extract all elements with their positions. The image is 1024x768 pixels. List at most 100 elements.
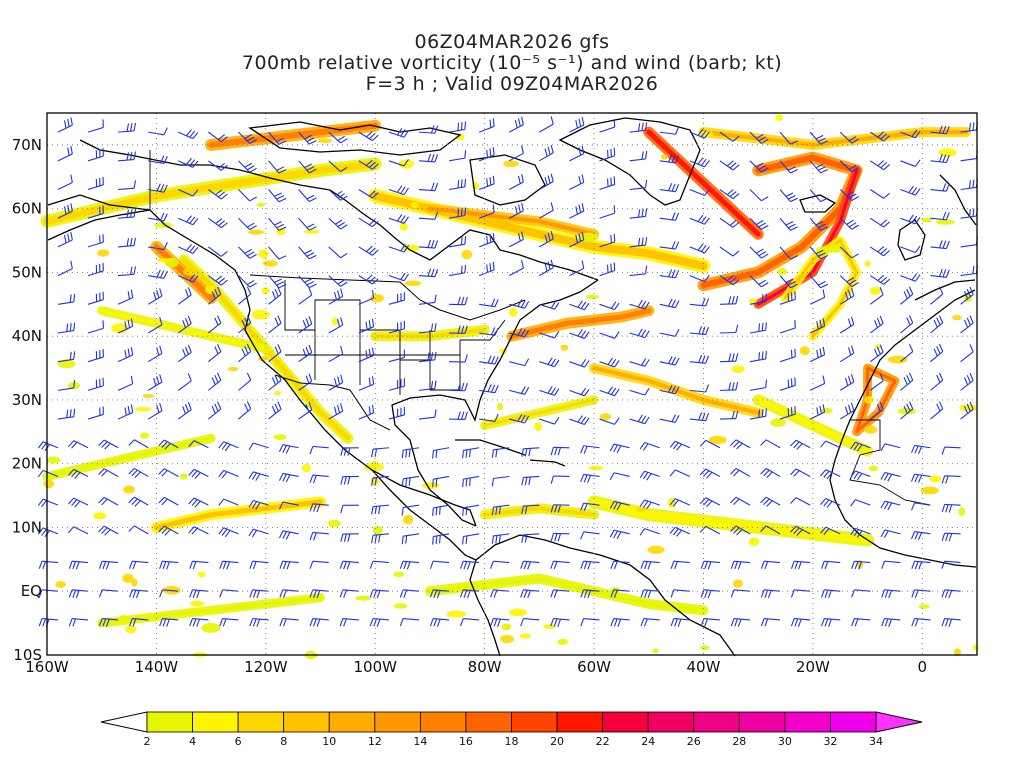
wind-barb-feather — [366, 274, 373, 281]
wind-barb-shaft — [418, 217, 435, 220]
wind-barb-feather — [945, 212, 950, 221]
wind-barb-feather — [333, 291, 338, 301]
wind-barb-feather — [793, 470, 800, 477]
wind-barb-shaft — [960, 408, 974, 420]
wind-barb-feather — [340, 476, 344, 485]
wind-barb-shaft — [238, 350, 252, 363]
wind-barb-feather — [246, 372, 252, 381]
wind-barb-feather — [794, 561, 799, 570]
wind-barb-feather — [372, 192, 379, 199]
wind-barb-feather — [340, 166, 348, 173]
wind-barb-feather — [182, 320, 187, 328]
vorticity-band — [43, 160, 379, 225]
wind-barb-feather — [816, 349, 819, 358]
wind-barb-feather — [908, 344, 914, 352]
wind-barb-feather — [491, 355, 496, 364]
wind-barb-feather — [255, 502, 261, 510]
wind-barb-shaft — [839, 352, 855, 363]
wind-barb-feather — [583, 561, 588, 570]
vorticity-patch — [251, 309, 271, 320]
vorticity-patch — [770, 418, 787, 427]
wind-barb-feather — [554, 417, 560, 425]
wind-barb-feather — [521, 174, 524, 183]
wind-barb-feather — [498, 534, 501, 543]
wind-barb-feather — [790, 169, 798, 174]
wind-barb-feather — [820, 226, 829, 231]
wind-barb-feather — [304, 134, 312, 140]
wind-barb-feather — [220, 251, 228, 257]
wind-barb-feather — [908, 286, 914, 295]
wind-barb-feather — [244, 134, 252, 139]
wind-barb-feather — [972, 179, 975, 188]
wind-barb-feather — [374, 448, 378, 457]
wind-barb-feather — [492, 204, 495, 213]
wind-barb-feather — [941, 446, 946, 455]
wind-barb-feather — [667, 356, 673, 364]
wind-barb-feather — [133, 122, 137, 131]
wind-barb-feather — [434, 211, 439, 220]
wind-barb-feather — [581, 117, 585, 126]
coast-baffin — [469, 154, 546, 206]
wind-barb-shaft — [674, 469, 691, 477]
wind-barb-feather — [607, 357, 613, 365]
wind-barb-shaft — [539, 238, 554, 248]
wind-barb-feather — [547, 386, 553, 394]
border-us-mexico — [274, 374, 391, 431]
wind-barb-feather — [313, 532, 317, 541]
wind-barb-feather — [851, 167, 859, 173]
vorticity-patch — [355, 595, 371, 601]
wind-barb-feather — [704, 217, 710, 225]
wind-barb-feather — [877, 160, 885, 167]
wind-barb-shaft — [147, 381, 163, 391]
wind-barb-feather — [277, 401, 282, 410]
wind-barb-feather — [731, 296, 735, 305]
wind-barb-feather — [668, 183, 673, 191]
wind-barb-feather — [821, 589, 825, 598]
wind-barb-feather — [214, 374, 219, 383]
wind-barb-feather — [815, 221, 824, 226]
wind-barb-shaft — [629, 215, 646, 219]
wind-barb-shaft — [178, 160, 194, 168]
wind-barb-feather — [856, 444, 863, 452]
vorticity-patch — [647, 545, 665, 554]
wind-barb-feather — [196, 590, 200, 599]
wind-barb-feather — [945, 533, 949, 542]
wind-barb-feather — [306, 194, 315, 200]
colorbar-swatch — [647, 711, 695, 733]
wind-barb-shaft — [162, 589, 179, 592]
wind-barb-shaft — [944, 475, 961, 478]
wind-barb-feather — [790, 589, 795, 598]
wind-barb-feather — [337, 405, 341, 414]
wind-barb-feather — [758, 279, 767, 285]
wind-barb-shaft — [418, 301, 435, 305]
wind-barb-shaft — [674, 498, 691, 506]
wind-barb-feather — [215, 189, 223, 196]
wind-barb-shaft — [960, 380, 974, 391]
wind-barb-feather — [669, 498, 676, 506]
wind-barb-shaft — [493, 560, 510, 564]
wind-barb-feather — [308, 344, 313, 353]
wind-barb-shaft — [914, 530, 931, 535]
wind-barb-shaft — [583, 502, 600, 506]
wind-barb-feather — [98, 560, 103, 569]
wind-barb-shaft — [192, 617, 209, 621]
wind-barb-feather — [160, 184, 165, 192]
wind-barb-feather — [371, 290, 375, 299]
wind-barb-feather — [104, 529, 111, 536]
wind-barb-shaft — [719, 275, 734, 286]
wind-barb-feather — [942, 183, 947, 192]
wind-barb-shaft — [825, 469, 841, 477]
wind-barb-feather — [405, 478, 408, 487]
vorticity-patch — [256, 202, 265, 207]
wind-barb-feather — [756, 248, 764, 254]
wind-barb-shaft — [87, 385, 104, 391]
wind-barb-feather — [580, 359, 587, 367]
wind-barb-feather — [644, 301, 650, 310]
wind-barb-feather — [700, 560, 705, 569]
vorticity-band — [483, 398, 596, 427]
wind-barb-shaft — [433, 533, 450, 538]
wind-barb-feather — [222, 561, 227, 570]
vorticity-patch — [93, 512, 107, 520]
wind-barb-shaft — [599, 418, 615, 425]
wind-barb-feather — [701, 355, 706, 364]
